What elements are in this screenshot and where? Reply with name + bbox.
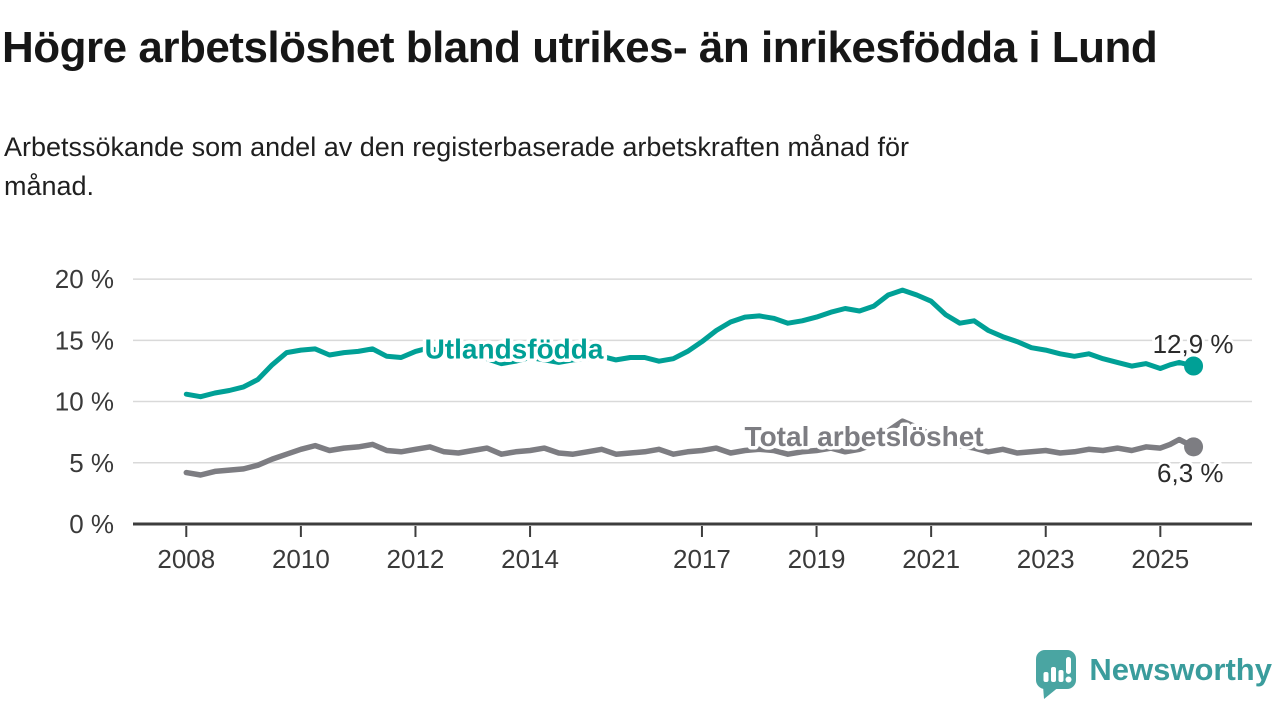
chart-subtitle: Arbetssökande som andel av den registerb…	[4, 128, 1224, 206]
y-tick-label: 0 %	[69, 509, 114, 539]
x-tick-label: 2012	[387, 544, 445, 574]
chart-subtitle-line2: månad.	[4, 171, 95, 201]
series-end-label-2: 6,3 %	[1157, 458, 1224, 488]
x-tick-label: 2025	[1131, 544, 1189, 574]
page-title: Högre arbetslöshet bland utrikes- än inr…	[2, 23, 1158, 72]
series-line-1	[183, 287, 1197, 400]
series-line-2	[183, 418, 1197, 478]
y-tick-label: 10 %	[55, 387, 114, 417]
series-inline-label-2: Total arbetslöshet	[745, 421, 984, 452]
series-end-dot-2	[1184, 437, 1204, 457]
series-end-dot-1	[1184, 356, 1204, 376]
x-tick-label: 2010	[272, 544, 330, 574]
newsworthy-wordmark: Newsworthy	[1089, 652, 1272, 687]
x-tick-label: 2008	[157, 544, 215, 574]
chart-subtitle-line1: Arbetssökande som andel av den registerb…	[4, 132, 910, 162]
y-tick-label: 15 %	[55, 325, 114, 355]
y-tick-label: 20 %	[55, 264, 114, 294]
x-tick-label: 2014	[501, 544, 559, 574]
x-tick-label: 2021	[902, 544, 960, 574]
newsworthy-brand: Newsworthy	[1033, 648, 1272, 700]
y-tick-label: 5 %	[69, 448, 114, 478]
x-tick-label: 2023	[1017, 544, 1075, 574]
x-tick-label: 2019	[788, 544, 846, 574]
series-end-label-1: 12,9 %	[1153, 329, 1234, 359]
bar-chart-speech-bubble-icon	[1036, 650, 1077, 699]
series-inline-label-1: Utlandsfödda	[425, 333, 604, 364]
x-tick-label: 2017	[673, 544, 731, 574]
